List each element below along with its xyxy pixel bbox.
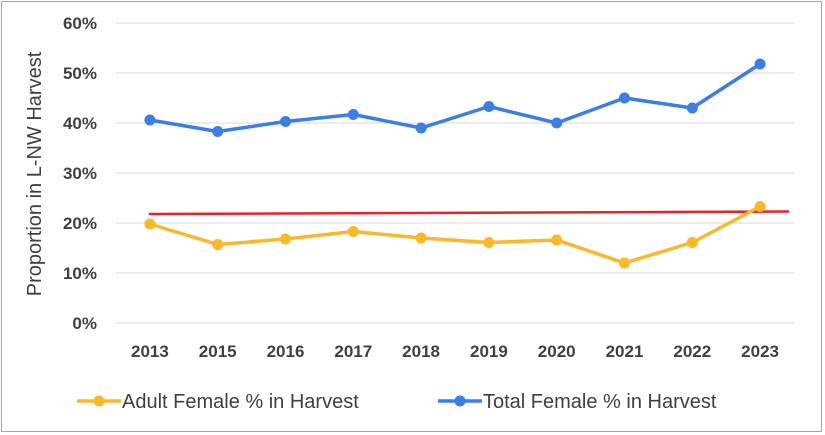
- x-tick-label: 2020: [538, 342, 576, 361]
- data-point: [280, 233, 291, 245]
- y-tick-label: 0%: [72, 314, 97, 333]
- data-point: [619, 92, 630, 104]
- x-tick-label: 2018: [402, 342, 440, 361]
- x-tick-label: 2021: [606, 342, 644, 361]
- data-point: [686, 237, 698, 248]
- x-tick-label: 2015: [199, 342, 237, 361]
- data-point: [754, 58, 766, 70]
- y-tick-label: 60%: [63, 14, 97, 33]
- legend-marker: [93, 395, 105, 407]
- legend: Adult Female % in Harvest Total Female % …: [77, 391, 717, 413]
- x-tick-label: 2023: [741, 342, 779, 361]
- y-tick-label: 10%: [63, 264, 97, 283]
- data-point: [280, 116, 291, 127]
- legend-item: Adult Female % in Harvest: [77, 391, 359, 413]
- reference-line-path: [148, 210, 790, 216]
- x-tick-label: 2016: [267, 342, 305, 361]
- gridlines: [116, 22, 794, 324]
- data-point: [483, 237, 495, 248]
- y-tick-label: 30%: [63, 164, 97, 183]
- data-point: [754, 201, 766, 212]
- data-point: [483, 101, 495, 112]
- legend-label: Total Female % in Harvest: [483, 391, 717, 413]
- data-point: [415, 122, 427, 134]
- data-point: [686, 102, 698, 114]
- y-tick-label: 40%: [63, 114, 97, 133]
- data-point: [551, 234, 563, 246]
- data-point: [212, 126, 224, 137]
- data-point: [347, 226, 359, 237]
- y-axis-ticks: 0% 10% 20% 30% 40% 50% 60%: [63, 14, 97, 333]
- data-point: [212, 239, 224, 250]
- y-tick-label: 20%: [63, 214, 97, 233]
- y-tick-label: 50%: [63, 64, 97, 83]
- data-point: [347, 109, 359, 120]
- legend-marker: [454, 395, 466, 407]
- x-tick-label: 2022: [673, 342, 711, 361]
- series-line: [148, 204, 762, 265]
- reference-line: [148, 210, 790, 216]
- legend-item: Total Female % in Harvest: [438, 391, 717, 413]
- y-axis-label: Proportion in L-NW Harvest: [24, 51, 46, 296]
- data-point: [551, 117, 563, 129]
- legend-label: Adult Female % in Harvest: [122, 391, 359, 413]
- data-point: [144, 218, 156, 230]
- series-1: [144, 58, 766, 137]
- series-layer: [144, 58, 766, 269]
- data-point: [415, 232, 427, 244]
- x-tick-label: 2013: [131, 342, 169, 361]
- x-axis-ticks: 2013 2015 2016 2017 2018 2019 2020 2021 2022 2023: [131, 342, 779, 361]
- series-0: [144, 201, 766, 269]
- data-point: [619, 257, 630, 269]
- data-point: [144, 114, 156, 126]
- series-line: [148, 62, 762, 134]
- x-tick-label: 2019: [470, 342, 508, 361]
- x-tick-label: 2017: [334, 342, 372, 361]
